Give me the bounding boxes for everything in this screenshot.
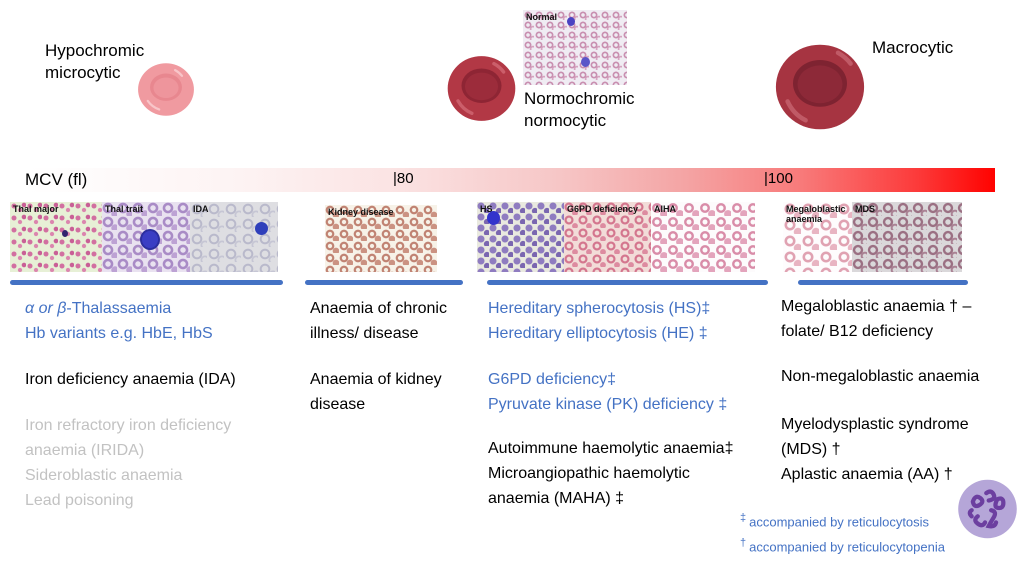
- kidney-disease-micrograph: Kidney disease: [325, 205, 437, 272]
- ida-micrograph: IDA: [190, 202, 278, 272]
- thal-trait-micrograph: Thal trait: [102, 202, 190, 272]
- footnote-text: accompanied by reticulocytosis: [749, 514, 930, 530]
- list-item: Aplastic anaemia (AA) †: [781, 466, 953, 483]
- dagger-marker: †: [740, 537, 747, 549]
- mcv-tick-80: |80: [393, 170, 414, 187]
- column-divider-line: [798, 280, 968, 285]
- leukocyte-blob-icon: [581, 57, 590, 67]
- list-item: Anaemia of chronic illness/ disease: [310, 300, 447, 342]
- list-item: Sideroblastic anaemia: [25, 467, 183, 484]
- leukocyte-blob-icon: [255, 222, 268, 235]
- haemolytic-causes-list: Hereditary spherocytosis (HS)‡ Hereditar…: [488, 296, 780, 511]
- leukocyte-blob-icon: [487, 211, 500, 225]
- list-item: G6PD deficiency‡: [488, 371, 617, 388]
- hs-micrograph: HS: [477, 202, 564, 272]
- list-item: Myelodysplastic syndrome (MDS) †: [781, 416, 969, 458]
- reticulocyte-icon: [958, 479, 1017, 539]
- inclusion-blob-icon: [62, 230, 68, 237]
- thal-major-label: Thal major: [13, 204, 59, 214]
- hs-label: HS: [480, 204, 493, 214]
- leukocyte-blob-icon: [567, 17, 575, 26]
- thal-major-micrograph: Thal major: [10, 202, 102, 272]
- list-item: Hb variants e.g. HbE, HbS: [25, 325, 213, 342]
- normal-micrograph-label: Normal: [526, 12, 558, 22]
- list-item: Iron deficiency anaemia (IDA): [25, 371, 236, 388]
- aiha-label: AIHA: [654, 204, 676, 214]
- mcv-axis-label: MCV (fl): [25, 170, 88, 189]
- mcv-gradient-scale-bar: [28, 168, 995, 192]
- list-item: Microangiopathic haemolytic anaemia (MAH…: [488, 465, 690, 507]
- list-item: Megaloblastic anaemia † – folate/ B12 de…: [781, 298, 972, 340]
- macrocytic-causes-list: Megaloblastic anaemia † – folate/ B12 de…: [781, 294, 1001, 487]
- ida-label: IDA: [193, 204, 209, 214]
- thalassaemia-text: -Thalassaemia: [66, 300, 172, 317]
- list-item: α or β-Thalassaemia: [25, 296, 297, 321]
- double-dagger-marker: ‡: [740, 512, 747, 524]
- footnote-reticulocytopenia: † accompanied by reticulocytopenia: [740, 537, 945, 554]
- leukocyte-blob-icon: [140, 229, 160, 250]
- list-item: Hereditary spherocytosis (HS)‡: [488, 300, 711, 317]
- column-divider-line: [487, 280, 768, 285]
- column-divider-line: [305, 280, 463, 285]
- thal-trait-label: Thal trait: [105, 204, 144, 214]
- thalassaemia-greek-prefix: α or β: [25, 300, 67, 317]
- microcytic-rbc-icon: [138, 63, 194, 116]
- normocytic-causes-list: Anaemia of chronic illness/ disease Anae…: [310, 296, 488, 417]
- megaloblastic-label: Megaloblastic anaemia: [786, 204, 846, 225]
- mds-micrograph: MDS: [852, 202, 962, 272]
- footnote-reticulocytosis: ‡ accompanied by reticulocytosis: [740, 512, 929, 529]
- megaloblastic-micrograph: Megaloblastic anaemia: [783, 202, 852, 272]
- macrocytic-label: Macrocytic: [872, 38, 954, 57]
- g6pd-label: G6PD deficiency: [567, 204, 639, 214]
- list-item: Hereditary elliptocytosis (HE) ‡: [488, 325, 708, 342]
- mds-label: MDS: [855, 204, 875, 214]
- macrocytic-rbc-icon: [775, 44, 865, 130]
- mcv-tick-100: |100: [764, 170, 793, 187]
- kidney-disease-label: Kidney disease: [328, 207, 394, 217]
- normocytic-rbc-icon: [447, 56, 516, 121]
- normal-blood-smear-micrograph: Normal: [523, 10, 627, 85]
- column-divider-line: [10, 280, 283, 285]
- list-item: Pyruvate kinase (PK) deficiency ‡: [488, 396, 728, 413]
- list-item: Non-megaloblastic anaemia: [781, 368, 980, 385]
- footnote-text: accompanied by reticulocytopenia: [749, 539, 945, 555]
- g6pd-micrograph: G6PD deficiency: [564, 202, 651, 272]
- microcytic-causes-list: α or β-Thalassaemia Hb variants e.g. HbE…: [25, 296, 297, 513]
- list-item: Iron refractory iron deficiency anaemia …: [25, 417, 232, 459]
- list-item: Anaemia of kidney disease: [310, 371, 442, 413]
- hypochromic-microcytic-label: Hypochromic microcytic: [45, 41, 145, 83]
- list-item: Lead poisoning: [25, 492, 134, 509]
- normochromic-normocytic-label: Normochromic normocytic: [524, 89, 635, 131]
- aiha-micrograph: AIHA: [651, 202, 755, 272]
- list-item: Autoimmune haemolytic anaemia‡: [488, 440, 734, 457]
